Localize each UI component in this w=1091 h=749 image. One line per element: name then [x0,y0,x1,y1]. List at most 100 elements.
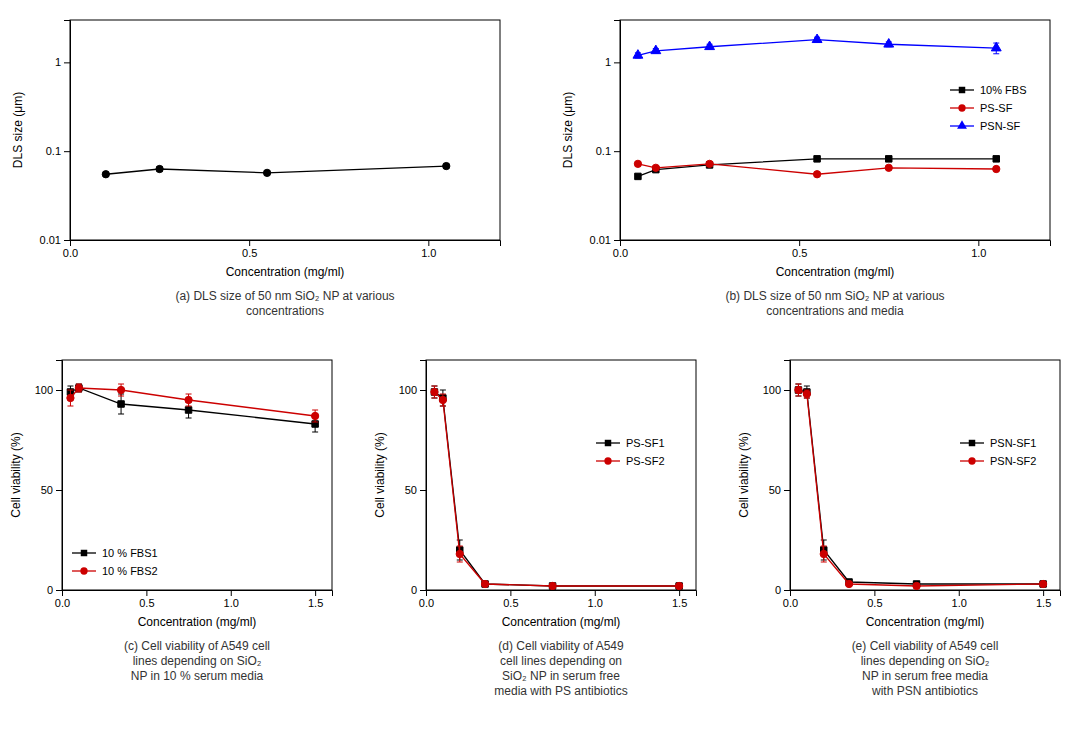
tick-mark [799,240,800,246]
tick-label: 50 [405,484,417,496]
plot-frame [70,20,500,240]
caption: (a) DLS size of 50 nm SiO₂ NP at various… [175,289,394,318]
point [1039,580,1046,587]
tick: 0.1 [46,145,70,157]
y-axis-title: Cell viability (%) [9,432,23,517]
point [814,156,820,162]
y-axis: 050100 [763,361,791,597]
tick: 1.0 [952,590,967,609]
tick-mark [614,151,620,152]
legend-label: PSN-SF1 [990,437,1036,449]
point [76,385,82,391]
tick-label: 50 [41,484,53,496]
legend-symbol [958,104,965,111]
tick: 0 [47,584,62,596]
x-axis-title: Concentration (mg/ml) [502,615,621,629]
tick-mark [420,490,426,491]
tick-mark [64,151,70,152]
series-line [106,166,446,174]
caption: (d) Cell viability of A549cell lines dep… [494,639,627,698]
tick-label: 1.0 [421,247,436,259]
point [676,583,682,589]
x-axis-title: Concentration (mg/ml) [226,265,345,279]
tick: 100 [35,384,62,396]
series [795,384,1047,590]
legend-item: PS-SF2 [596,455,665,467]
point [633,50,643,59]
y-axis: 0.01 0.1 1 [40,21,71,247]
point [993,165,1000,172]
tick-label: 0.1 [46,145,61,157]
tick: 0.01 [590,234,620,246]
x-axis-title: Concentration (mg/ml) [866,615,985,629]
point [118,401,124,407]
point [991,42,1001,51]
caption: (e) Cell viability of A549 celllines dep… [852,639,999,698]
error-bar [312,410,318,422]
tick: 1.5 [672,590,687,609]
tick-label: 0.01 [40,234,61,246]
panel: 0.00.51.01.5050100Concentration (mg/ml)C… [9,360,333,683]
tick: 1.0 [971,240,986,259]
plot-frame [426,360,696,590]
figure: 0.00.51.00.010.11Concentration (mg/ml)DL… [0,0,1091,749]
tick: 0.5 [503,590,518,609]
axis-line [791,591,1061,597]
tick-mark [959,590,960,596]
tick: 0.5 [867,590,882,609]
error-bar [804,390,810,398]
point [456,550,463,557]
tick: 0.5 [242,240,257,259]
tick-label: 0.0 [783,597,798,609]
y-axis: 050100 [399,361,427,597]
x-axis-title: Concentration (mg/ml) [138,615,257,629]
legend-item: PS-SF [950,102,1013,114]
point [675,582,682,589]
plot-area [431,386,683,590]
point [439,396,446,403]
y-axis-title: DLS size (μm) [11,92,25,168]
tick: 1.5 [1036,590,1051,609]
error-bar [457,540,463,560]
legend-item: PSN-SF2 [960,455,1036,467]
tick-label: 0.5 [139,597,154,609]
tick-mark [315,590,316,596]
plot-area [67,384,319,432]
tick-label: 1 [605,56,611,68]
panel: 0.00.51.01.5050100Concentration (mg/ml)C… [737,360,1061,698]
error-bar [186,394,192,406]
tick-label: 100 [35,384,53,396]
point [185,396,192,403]
panel: 0.00.51.00.010.11Concentration (mg/ml)DL… [11,20,501,318]
series [634,160,1000,178]
tick: 1.0 [588,590,603,609]
error-bar [76,384,82,392]
tick: 1 [605,56,620,68]
series-line [70,388,315,424]
tick: 1 [55,56,70,68]
caption-line: with PSN antibiotics [871,684,978,698]
tick-mark [56,590,62,591]
point [813,171,820,178]
series [67,384,318,432]
tick-label: 0.01 [590,234,611,246]
caption: (b) DLS size of 50 nm SiO₂ NP at various… [725,289,944,318]
tick-label: 0.1 [596,145,611,157]
legend-item: PSN-SF [950,120,1021,132]
tick: 1.0 [421,240,436,259]
tick: 0.1 [596,145,620,157]
error-bar [821,540,827,560]
point [706,160,713,167]
legend-label: PS-SF2 [626,455,665,467]
tick: 100 [763,384,790,396]
error-bar [118,384,124,396]
legend-label: PSN-SF [980,120,1021,132]
tick-mark [614,240,620,241]
tick: 0 [411,584,426,596]
tick-label: 1.5 [672,597,687,609]
axis-line [427,591,697,597]
tick: 0.0 [419,590,434,609]
series [795,384,1046,587]
series-line [798,390,1043,586]
error-bar [440,394,446,406]
